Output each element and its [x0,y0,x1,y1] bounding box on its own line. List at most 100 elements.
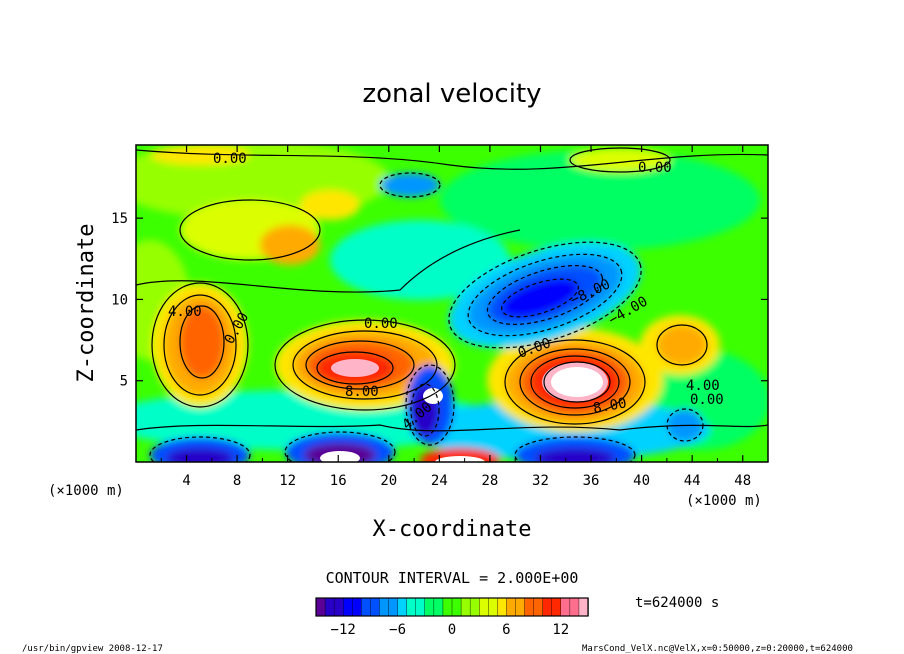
contour-label: 0.00 [364,316,398,332]
x-tick-label: 12 [279,473,296,489]
field-blob [657,325,707,365]
colorbar-cell [560,597,571,617]
colorbar-cell [343,597,353,617]
contour-line [149,436,251,462]
contour-line [274,319,456,411]
colorbar-cell [397,597,408,617]
field-blob [166,448,234,462]
field-blob [570,148,670,172]
contour-line [569,147,671,173]
chart-title: zonal velocity [362,79,541,109]
heatmap-field: 0.00 0.00 4.00 0.00 0.00 8.00 −8.00 −4.0… [136,145,768,462]
colorbar-tick-label: −6 [389,622,406,638]
colorbar-cell [542,597,553,617]
x-unit-right: (×1000 m) [686,493,762,509]
colorbar-cell [506,597,517,617]
contour-line [514,436,636,462]
y-tick-label: 15 [111,211,128,227]
contour-line [501,278,579,318]
colorbar-cell [569,597,580,617]
y-tick-label: 10 [111,292,128,308]
contour-line [530,355,620,409]
contour-line [136,424,768,432]
contour-line [136,149,768,170]
contour-label: 0.00 [690,392,724,408]
x-tick-label: 36 [583,473,600,489]
colorbar-cell [497,597,508,617]
x-axis: 4 8 12 16 20 24 28 32 36 40 44 48 [160,145,751,489]
footer-left: /usr/bin/gpview 2008-12-17 [22,644,163,654]
field-blob [501,279,579,317]
x-unit-left: (×1000 m) [48,483,124,499]
colorbar-cell [524,597,535,617]
colorbar-cell [433,597,444,617]
contour-line [467,253,623,337]
x-tick-label: 44 [684,473,701,489]
colorbar-cell [379,597,390,617]
field-blob [380,173,440,197]
x-tick-label: 8 [233,473,241,489]
contour-line [486,264,604,326]
field-blob [150,145,250,165]
contour-line [179,305,225,379]
time-label: t=624000 s [635,595,719,611]
colorbar-tick-label: −12 [331,622,356,638]
field-core [551,367,603,397]
contour-line [179,199,321,261]
colorbar-cell [415,597,426,617]
field-blob [330,220,510,300]
contour-label: 0.00 [638,160,672,176]
colorbar-tick-label: 12 [552,622,569,638]
contour-line [410,383,440,437]
colorbar-cell [361,597,372,617]
colorbar-cell [333,597,344,617]
field-core [331,359,379,377]
contour-label: 0.00 [213,151,247,167]
colorbar-cell [352,597,363,617]
x-tick-label: 20 [380,473,397,489]
colorbar-cell [370,597,381,617]
field-core [320,451,360,462]
contour-label: 4.00 [686,378,720,394]
plot-frame [135,144,769,463]
contour-line [292,330,438,400]
contour-line [316,351,394,385]
contour-line [151,282,249,408]
contour-label: 8.00 [345,384,379,400]
colorbar-cell [551,597,562,617]
contour-line [504,339,646,425]
colorbar-cell [515,597,526,617]
contour-line [136,229,521,293]
x-tick-label: 40 [633,473,650,489]
contour-line [448,241,642,349]
footer-right: MarsCond_VelX.nc@VelX,x=0:50000,z=0:2000… [582,644,853,654]
colorbar-cell [469,597,480,617]
field-core [435,456,485,462]
x-tick-label: 32 [532,473,549,489]
colorbar [315,597,589,617]
contour-line [519,348,631,416]
field-blob [260,225,320,265]
colorbar-cell [479,597,489,617]
contour-interval: CONTOUR INTERVAL = 2.000E+00 [326,569,579,587]
colorbar-cell [488,597,499,617]
contour-label: 4.00 [168,304,202,320]
field-blob [300,190,360,220]
contour-line [656,324,708,366]
contour-line [666,408,704,442]
colorbar-tick-label: 6 [502,622,510,638]
y-axis-label: Z-coordinate [74,224,99,383]
contour-line [284,431,396,462]
colorbar-cell [388,597,399,617]
field-blob [180,306,224,378]
contour-line [405,364,455,446]
y-axis: 5 10 15 [111,211,768,390]
contour-line [163,294,237,396]
negative-contours [149,172,704,462]
field-blob [535,448,615,462]
colorbar-frame [315,597,589,617]
colorbar-cell [406,597,417,617]
colorbar-cell [578,597,589,617]
colorbar-cell [460,597,471,617]
